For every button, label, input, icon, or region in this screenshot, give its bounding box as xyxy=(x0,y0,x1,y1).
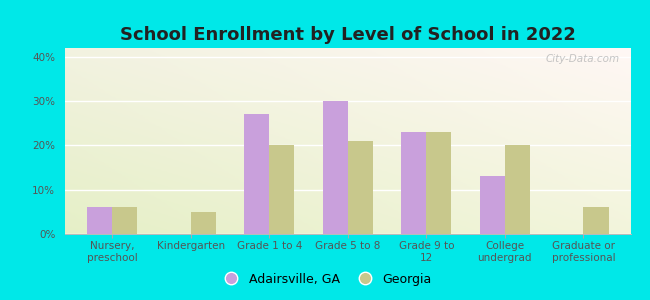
Bar xyxy=(190,212,216,234)
Bar xyxy=(480,176,505,234)
Bar xyxy=(348,141,373,234)
Bar xyxy=(112,207,137,234)
Title: School Enrollment by Level of School in 2022: School Enrollment by Level of School in … xyxy=(120,26,576,44)
Bar xyxy=(87,207,112,234)
Bar xyxy=(269,146,294,234)
Bar xyxy=(244,114,269,234)
Bar xyxy=(584,207,608,234)
Bar xyxy=(401,132,426,234)
Bar xyxy=(322,101,348,234)
Bar xyxy=(426,132,452,234)
Legend: Adairsville, GA, Georgia: Adairsville, GA, Georgia xyxy=(214,268,436,291)
Text: City-Data.com: City-Data.com xyxy=(545,54,619,64)
Bar xyxy=(505,146,530,234)
